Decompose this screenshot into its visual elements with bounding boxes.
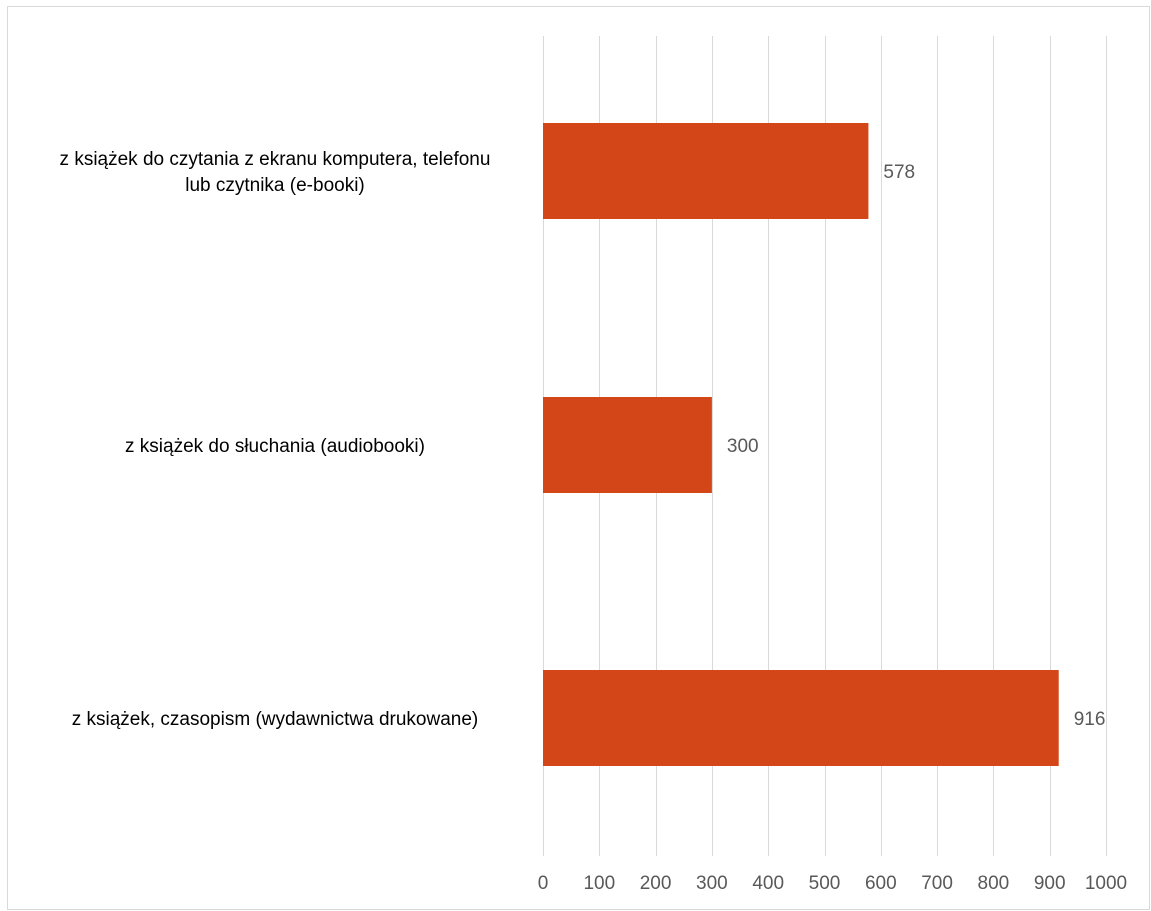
value-label: 300 <box>727 436 759 457</box>
x-tick-label: 0 <box>538 873 549 894</box>
category-label: z książek do czytania z ekranu komputera… <box>60 149 491 196</box>
x-tick-label: 100 <box>583 873 615 894</box>
category-label: z książek, czasopism (wydawnictwa drukow… <box>72 709 479 730</box>
x-tick-label: 700 <box>921 873 953 894</box>
x-tick-label: 200 <box>640 873 672 894</box>
x-tick-label: 800 <box>978 873 1010 894</box>
value-labels: 578 300 916 <box>727 162 1106 730</box>
value-label: 916 <box>1074 709 1106 730</box>
x-tick-label: 600 <box>865 873 897 894</box>
category-label: z książek do słuchania (audiobooki) <box>125 436 425 457</box>
value-label: 578 <box>883 162 915 183</box>
category-label-line: z książek do słuchania (audiobooki) <box>125 436 425 457</box>
x-axis-tick-labels: 0 100 200 300 400 500 600 700 800 900 1000 <box>538 873 1127 894</box>
x-tick-label: 500 <box>809 873 841 894</box>
category-label-line: z książek do czytania z ekranu komputera… <box>60 149 491 170</box>
bar <box>543 397 712 493</box>
x-tick-label: 400 <box>752 873 784 894</box>
bars <box>543 123 1059 766</box>
category-label-line: lub czytnika (e-booki) <box>185 175 365 196</box>
category-label-line: z książek, czasopism (wydawnictwa drukow… <box>72 709 479 730</box>
category-labels: z książek do czytania z ekranu komputera… <box>60 149 491 730</box>
x-tick-label: 1000 <box>1085 873 1127 894</box>
bar <box>543 123 869 219</box>
x-tick-label: 300 <box>696 873 728 894</box>
bar <box>543 670 1059 766</box>
x-tick-label: 900 <box>1034 873 1066 894</box>
